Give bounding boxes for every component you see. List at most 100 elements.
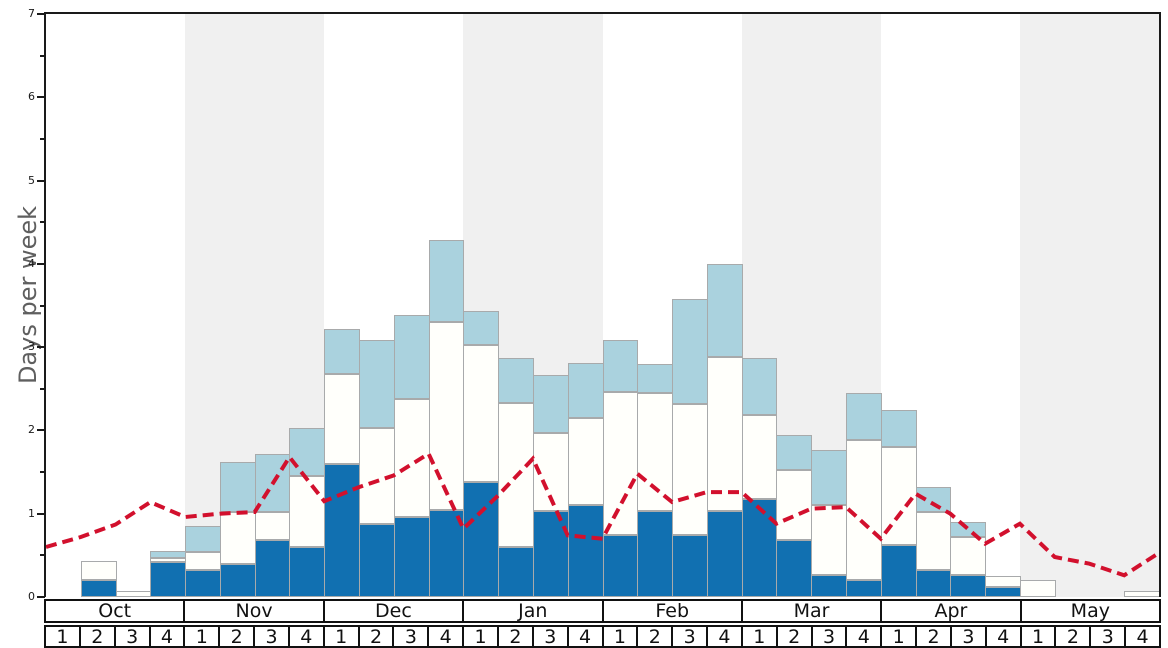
week-cell-May-4: 4	[1124, 625, 1161, 648]
red-dashed-line	[45, 450, 1161, 578]
week-cell-Feb-4: 4	[706, 625, 743, 648]
week-cell-Oct-4: 4	[148, 625, 186, 648]
bar-segment-light-blue-Feb-3	[672, 298, 708, 404]
week-cell-Jan-2: 2	[496, 625, 534, 648]
y-tick-label-6: 6	[28, 90, 35, 104]
bar-segment-light-blue-Jan-2	[498, 357, 534, 403]
bar-segment-white-Apr-1	[880, 447, 917, 546]
bar-segment-light-blue-Dec-4	[428, 239, 465, 323]
week-cell-Dec-1: 1	[322, 625, 360, 648]
y-tick-label-3: 3	[28, 340, 35, 354]
y-tick-label-2: 2	[28, 423, 35, 437]
bar-segment-dark-blue-Mar-2	[776, 540, 813, 597]
bar-segment-light-blue-Apr-2	[915, 487, 952, 513]
bar-segment-light-blue-Feb-4	[706, 263, 743, 358]
bar-segment-light-blue-Mar-2	[776, 434, 813, 470]
bar-segment-white-Apr-3	[950, 537, 987, 575]
week-cell-May-2: 2	[1054, 625, 1092, 648]
bar-segment-light-blue-Mar-3	[811, 449, 847, 506]
week-cell-Nov-1: 1	[183, 625, 221, 648]
bar-segment-dark-blue-Nov-2	[219, 563, 256, 597]
minor-tick	[40, 387, 45, 390]
month-row: Oct Nov Dec Jan Feb Mar Apr May	[44, 599, 1161, 623]
bar-segment-light-blue-Apr-1	[880, 409, 917, 448]
y-tick-label-0: 0	[28, 590, 35, 603]
bar-segment-dark-blue-Oct-4	[150, 562, 187, 597]
week-cell-Dec-3: 3	[392, 625, 430, 648]
minor-tick	[40, 554, 45, 557]
week-cell-Apr-1: 1	[880, 625, 918, 648]
bar-segment-light-blue-Nov-4	[289, 427, 326, 477]
week-cell-Nov-3: 3	[253, 625, 290, 648]
minor-tick	[40, 221, 45, 224]
major-tick	[37, 596, 45, 598]
major-tick	[37, 346, 45, 349]
week-cell-Feb-2: 2	[636, 625, 674, 648]
week-cell-Mar-2: 2	[775, 625, 813, 648]
major-tick	[37, 512, 45, 515]
bar-segment-white-Nov-2	[219, 512, 256, 564]
minor-tick	[40, 137, 45, 140]
month-band-oct	[46, 14, 186, 597]
y-axis-line	[44, 12, 46, 597]
bar-segment-light-blue-Apr-3	[950, 522, 987, 538]
week-cell-Mar-1: 1	[740, 625, 778, 648]
bar-segment-white-May-1	[1019, 580, 1056, 597]
y-tick-label-1: 1	[28, 506, 35, 520]
bar-segment-white-Oct-2	[80, 561, 117, 581]
major-tick	[37, 429, 45, 432]
bar-segment-light-blue-Mar-4	[845, 392, 882, 441]
bar-segment-light-blue-Nov-1	[185, 526, 221, 553]
week-cell-Apr-2: 2	[915, 625, 952, 648]
bar-segment-light-blue-Feb-2	[637, 363, 674, 393]
week-cell-Dec-2: 2	[357, 625, 395, 648]
bar-segment-dark-blue-Feb-2	[637, 511, 674, 597]
week-cell-Mar-3: 3	[810, 625, 848, 648]
week-cell-Jan-4: 4	[566, 625, 604, 648]
month-cell-nov: Nov	[183, 599, 325, 623]
month-cell-may: May	[1019, 599, 1161, 623]
bar-segment-white-Jan-1	[463, 345, 500, 483]
bar-segment-dark-blue-Jan-3	[532, 511, 569, 597]
bar-segment-white-Mar-3	[811, 505, 847, 575]
week-cell-Oct-1: 1	[44, 625, 81, 648]
y-tick-label-4: 4	[28, 256, 35, 270]
week-cell-Jan-3: 3	[531, 625, 569, 648]
bar-segment-white-Jan-4	[567, 417, 604, 506]
minor-tick	[40, 471, 45, 474]
minor-tick	[40, 304, 45, 307]
bar-segment-light-blue-Dec-2	[359, 339, 395, 428]
major-tick	[37, 179, 45, 182]
bar-segment-white-Dec-4	[428, 322, 465, 511]
bar-segment-light-blue-Mar-1	[741, 357, 778, 416]
y-tick-label-5: 5	[28, 173, 35, 187]
month-cell-feb: Feb	[601, 599, 743, 623]
major-tick	[37, 13, 45, 15]
week-cell-May-1: 1	[1019, 625, 1057, 648]
bar-segment-white-Apr-2	[915, 512, 952, 570]
major-tick	[37, 96, 45, 99]
minor-tick	[40, 54, 45, 57]
week-cell-Oct-3: 3	[113, 625, 151, 648]
bar-segment-white-Nov-4	[289, 476, 326, 548]
week-cell-Apr-4: 4	[984, 625, 1022, 648]
month-cell-apr: Apr	[880, 599, 1022, 623]
week-cell-Feb-1: 1	[601, 625, 639, 648]
bar-segment-dark-blue-Feb-4	[706, 511, 743, 597]
major-tick	[37, 262, 45, 265]
bar-segment-dark-blue-Nov-4	[289, 547, 326, 597]
month-cell-dec: Dec	[322, 599, 465, 623]
y-tick-label-7: 7	[28, 7, 35, 20]
week-cell-Oct-2: 2	[78, 625, 116, 648]
bar-segment-dark-blue-Apr-2	[915, 569, 952, 597]
week-cell-Nov-4: 4	[287, 625, 325, 648]
month-band-may	[1019, 14, 1159, 597]
month-cell-mar: Mar	[740, 599, 883, 623]
week-cell-Nov-2: 2	[218, 625, 256, 648]
bar-segment-white-Mar-2	[776, 469, 813, 541]
y-axis-title: Days per week	[14, 205, 42, 385]
bar-segment-white-Feb-1	[602, 392, 639, 535]
plot-top-border	[44, 12, 1161, 14]
